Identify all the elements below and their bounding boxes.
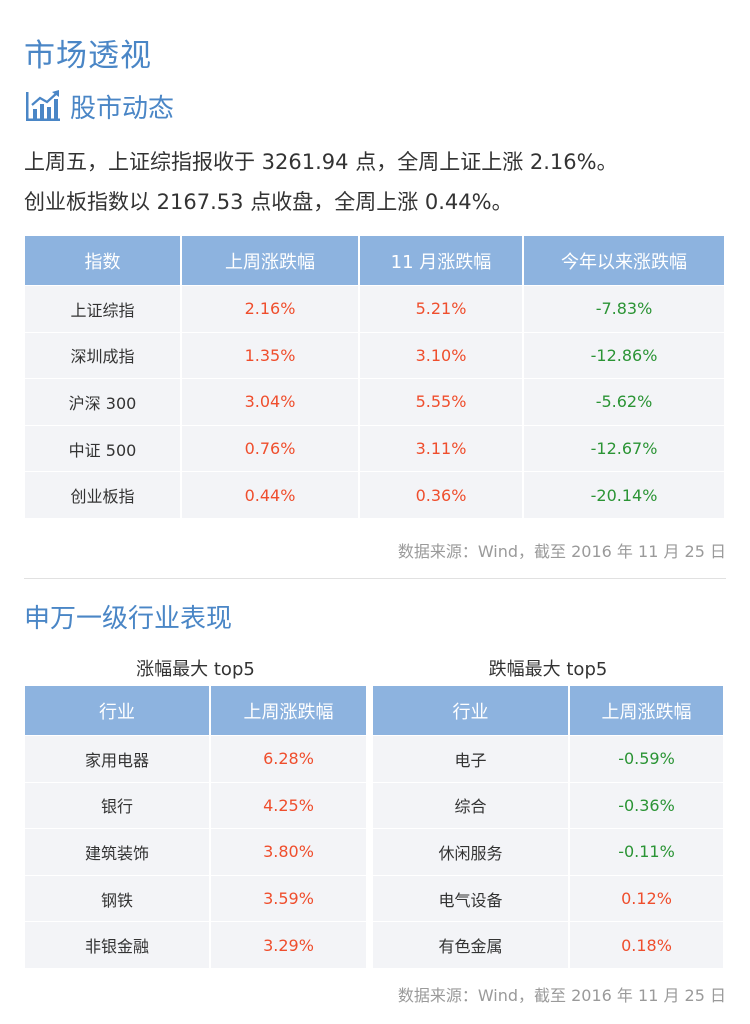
data-source-note: 数据来源：Wind，截至 2016 年 11 月 25 日: [397, 986, 726, 1005]
column-header: 行业: [25, 686, 211, 735]
industry-name: 有色金属: [373, 921, 570, 968]
index-name: 中证 500: [25, 424, 182, 472]
industry-name: 电气设备: [373, 874, 570, 922]
bar-chart-trend-icon: [26, 90, 60, 121]
industry-name: 银行: [25, 781, 211, 829]
column-header: 指数: [25, 236, 182, 285]
weekly-change: 3.29%: [211, 921, 366, 968]
stock-news-heading: 股市动态: [24, 88, 174, 124]
index-performance-table: 指数 上周涨跌幅 11 月涨跌幅 今年以来涨跌幅 上证综指 2.16% 5.21…: [25, 236, 724, 518]
column-header: 上周涨跌幅: [182, 236, 360, 285]
table-row: 沪深 300 3.04% 5.55% -5.62%: [25, 378, 724, 425]
table-row: 建筑装饰 3.80%: [25, 828, 366, 875]
table-row: 有色金属 0.18%: [373, 921, 723, 968]
industry-name: 建筑装饰: [25, 828, 211, 875]
index-name: 沪深 300: [25, 378, 182, 425]
page-title: 市场透视: [24, 38, 152, 74]
weekly-change: 0.44%: [182, 471, 360, 518]
index-name: 上证综指: [25, 285, 182, 332]
column-header: 上周涨跌幅: [211, 686, 366, 735]
summary-line: 创业板指数以 2167.53 点收盘，全周上涨 0.44%。: [24, 190, 513, 214]
index-name: 创业板指: [25, 471, 182, 518]
industry-name: 钢铁: [25, 874, 211, 922]
column-header: 11 月涨跌幅: [360, 236, 524, 285]
monthly-change: 3.11%: [360, 424, 524, 472]
top-losers-table: 行业 上周涨跌幅 电子 -0.59% 综合 -0.36% 休闲服务 -0.11%…: [373, 686, 723, 968]
section-title-stock: 股市动态: [70, 93, 175, 124]
monthly-change: 3.10%: [360, 331, 524, 379]
weekly-change: 0.76%: [182, 424, 360, 472]
weekly-change: 4.25%: [211, 781, 366, 829]
industry-name: 休闲服务: [373, 828, 570, 875]
table-row: 中证 500 0.76% 3.11% -12.67%: [25, 424, 724, 472]
industry-name: 非银金融: [25, 921, 211, 968]
industry-name: 综合: [373, 781, 570, 829]
monthly-change: 0.36%: [360, 471, 524, 518]
index-name: 深圳成指: [25, 331, 182, 379]
weekly-change: 0.18%: [570, 921, 723, 968]
table-row: 深圳成指 1.35% 3.10% -12.86%: [25, 331, 724, 379]
weekly-change: 3.04%: [182, 378, 360, 425]
top-losers-title: 跌幅最大 top5: [488, 659, 608, 680]
weekly-change: -0.11%: [570, 828, 723, 875]
column-header: 今年以来涨跌幅: [524, 236, 724, 285]
monthly-change: 5.21%: [360, 285, 524, 332]
table-row: 休闲服务 -0.11%: [373, 828, 723, 875]
section-divider: [24, 578, 726, 579]
ytd-change: -12.86%: [524, 331, 724, 379]
data-source-note: 数据来源：Wind，截至 2016 年 11 月 25 日: [397, 542, 726, 561]
ytd-change: -20.14%: [524, 471, 724, 518]
weekly-change: -0.59%: [570, 735, 723, 782]
column-header: 行业: [373, 686, 570, 735]
summary-line: 上周五，上证综指报收于 3261.94 点，全周上证上涨 2.16%。: [24, 150, 618, 174]
ytd-change: -5.62%: [524, 378, 724, 425]
weekly-change: 3.59%: [211, 874, 366, 922]
industry-name: 家用电器: [25, 735, 211, 782]
top-gainers-table: 行业 上周涨跌幅 家用电器 6.28% 银行 4.25% 建筑装饰 3.80% …: [25, 686, 366, 968]
monthly-change: 5.55%: [360, 378, 524, 425]
table-header-row: 指数 上周涨跌幅 11 月涨跌幅 今年以来涨跌幅: [25, 236, 724, 285]
table-row: 创业板指 0.44% 0.36% -20.14%: [25, 471, 724, 518]
table-row: 非银金融 3.29%: [25, 921, 366, 968]
weekly-change: 0.12%: [570, 874, 723, 922]
table-row: 电子 -0.59%: [373, 735, 723, 782]
table-row: 银行 4.25%: [25, 781, 366, 829]
weekly-change: -0.36%: [570, 781, 723, 829]
table-row: 电气设备 0.12%: [373, 874, 723, 922]
table-row: 上证综指 2.16% 5.21% -7.83%: [25, 285, 724, 332]
weekly-change: 6.28%: [211, 735, 366, 782]
table-row: 家用电器 6.28%: [25, 735, 366, 782]
table-header-row: 行业 上周涨跌幅: [25, 686, 366, 735]
weekly-change: 3.80%: [211, 828, 366, 875]
market-summary: 上周五，上证综指报收于 3261.94 点，全周上证上涨 2.16%。 创业板指…: [24, 142, 734, 222]
industry-name: 电子: [373, 735, 570, 782]
table-row: 钢铁 3.59%: [25, 874, 366, 922]
weekly-change: 1.35%: [182, 331, 360, 379]
column-header: 上周涨跌幅: [570, 686, 723, 735]
top-gainers-title: 涨幅最大 top5: [136, 659, 255, 680]
ytd-change: -7.83%: [524, 285, 724, 332]
ytd-change: -12.67%: [524, 424, 724, 472]
weekly-change: 2.16%: [182, 285, 360, 332]
table-header-row: 行业 上周涨跌幅: [373, 686, 723, 735]
section-title-industry: 申万一级行业表现: [24, 604, 233, 634]
table-row: 综合 -0.36%: [373, 781, 723, 829]
